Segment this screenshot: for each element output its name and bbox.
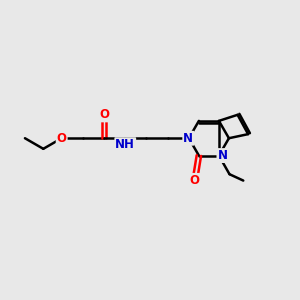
Text: O: O — [99, 108, 109, 122]
Text: NH: NH — [115, 138, 135, 151]
Text: O: O — [57, 132, 67, 145]
Text: N: N — [218, 149, 227, 162]
Text: O: O — [189, 174, 199, 187]
Text: N: N — [183, 132, 193, 145]
